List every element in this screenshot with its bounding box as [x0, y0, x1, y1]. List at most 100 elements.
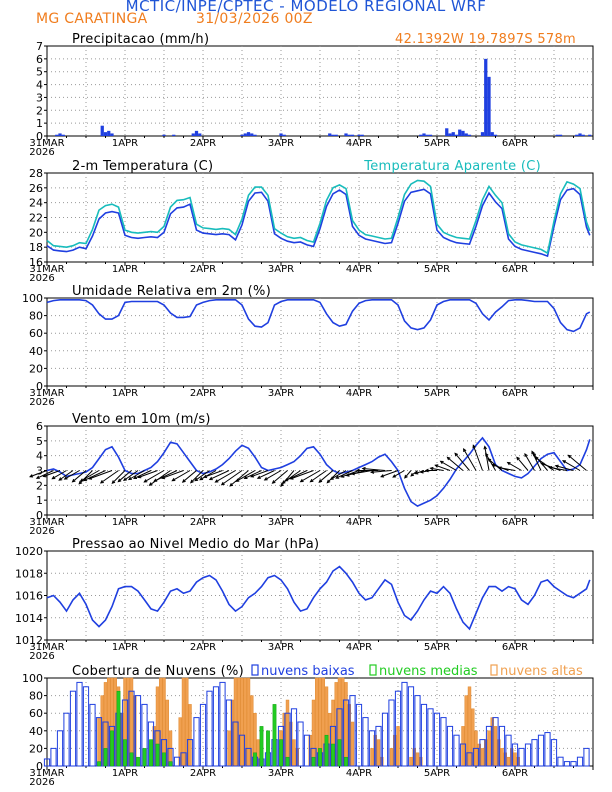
temp-ytick-label: 20: [29, 226, 43, 239]
wind-vector-head: [79, 478, 84, 482]
cloud-bar-low: [173, 756, 181, 767]
wind-vector: [485, 453, 496, 471]
cloud-legend-swatch: [251, 664, 259, 676]
cloud-bar-medium: [97, 761, 101, 767]
wind-vector-head: [439, 460, 444, 465]
cloud-bar-low: [472, 747, 480, 767]
precip-ytick-label: 6: [36, 53, 43, 66]
wind-vector-head: [485, 452, 489, 457]
wind-vector-head: [263, 477, 268, 481]
cloud-bar-low: [505, 734, 512, 767]
precip-bar: [350, 134, 355, 136]
precip-bar: [581, 134, 585, 136]
cloud-bar-high: [311, 699, 316, 767]
wind-vector: [410, 470, 418, 477]
precip-bar: [575, 134, 579, 136]
wind-vector-head: [506, 461, 511, 466]
cloud-bar-high: [490, 717, 494, 767]
wind-vector-head: [491, 463, 496, 468]
wind-title: Vento em 10m (m/s): [72, 412, 211, 427]
temp-title: 2-m Temperatura (C): [72, 159, 213, 174]
precip-bar: [194, 130, 199, 136]
wind-ytick-label: 0: [36, 509, 43, 522]
precip-xtick-label: 6APR: [502, 138, 528, 149]
wind-vector-head: [220, 481, 225, 486]
cloud-bar-medium: [253, 752, 257, 767]
cloud-bar-high: [380, 756, 384, 767]
precip-bar: [198, 133, 202, 136]
cloud-bar-high: [243, 677, 247, 767]
cloud-bar-high: [227, 730, 231, 767]
wind-vector-head: [340, 474, 345, 478]
precip-bar: [162, 134, 166, 136]
wind-vector: [435, 464, 451, 471]
clouds-xtick-label: 1APR: [112, 768, 138, 779]
cloud-bar-low: [245, 747, 252, 767]
cloud-bar-low: [349, 695, 356, 767]
wind-vector-head: [88, 476, 93, 480]
cloud-bar-low: [56, 730, 64, 767]
wind-vector-head: [434, 464, 439, 468]
cloud-bar-low: [583, 747, 590, 767]
wind-vector-head: [127, 476, 132, 481]
cloud-bar-medium: [123, 739, 127, 767]
pressure-title: Pressao ao Nivel Medio do Mar (hPa): [72, 537, 319, 552]
precip-bar: [58, 133, 62, 136]
cloud-bar-low: [362, 717, 369, 767]
precip-bar: [250, 133, 254, 136]
wind-vector-head: [235, 478, 240, 482]
wind-vector: [128, 470, 145, 480]
wind-vector: [88, 470, 113, 480]
wind-vector: [58, 470, 74, 481]
cloud-bar-low: [537, 734, 545, 767]
rh-xtick-label: 6APR: [502, 388, 528, 399]
cloud-bar-low: [290, 708, 298, 767]
precip-bar: [253, 134, 257, 136]
precip-xtick-label: 3APR: [268, 138, 294, 149]
cloud-bar-low: [43, 758, 51, 767]
cloud-bar-low: [570, 761, 577, 767]
wind-vector: [161, 470, 184, 479]
cloud-bar-low: [212, 686, 220, 767]
cloud-legend-swatch: [490, 664, 498, 676]
cloud-bar-high: [497, 739, 501, 767]
wind-vector-head: [299, 478, 304, 483]
wind-vector: [351, 470, 373, 475]
cloud-bar-low: [303, 734, 311, 767]
wind-vector-head: [380, 474, 385, 478]
wind-vector: [549, 466, 568, 471]
precip-ytick-label: 0: [36, 130, 43, 143]
cloud-bar-high: [295, 748, 299, 767]
wind-vector-head: [137, 474, 142, 479]
wind-vector: [209, 470, 230, 480]
cloud-bar-high: [393, 734, 397, 767]
precip-bar: [240, 134, 244, 136]
wind-vector: [257, 470, 275, 479]
precip-bar: [451, 132, 455, 136]
wind-vector-head: [153, 478, 158, 482]
wind-vector: [64, 470, 80, 480]
cloud-bar-low: [407, 686, 415, 767]
pressure-xtick-label: 3APR: [268, 642, 294, 653]
wind-vector-head: [532, 452, 537, 457]
wind-vector-head: [194, 477, 199, 482]
cloud-legend-label: nuvens baixas: [261, 664, 355, 679]
wind-vector-head: [534, 456, 539, 461]
wind-vector: [532, 453, 548, 471]
precip-ytick-label: 2: [36, 104, 43, 117]
cloud-bar-high: [370, 748, 374, 767]
wind-vector-head: [429, 466, 434, 471]
temp-title-right: Temperatura Aparente (C): [363, 159, 541, 174]
cloud-bar-high: [500, 748, 504, 767]
cloud-bar-low: [355, 703, 363, 767]
wind-vector: [153, 470, 178, 482]
wind-vector: [362, 468, 386, 471]
wind-year-label: 2026: [29, 526, 54, 537]
cloud-bar-low: [433, 712, 441, 767]
wind-vector-head: [540, 462, 545, 467]
cloud-bar-high: [133, 695, 137, 767]
wind-vector-head: [63, 476, 68, 480]
wind-vector-head: [497, 466, 502, 470]
wind-vector: [80, 470, 100, 482]
